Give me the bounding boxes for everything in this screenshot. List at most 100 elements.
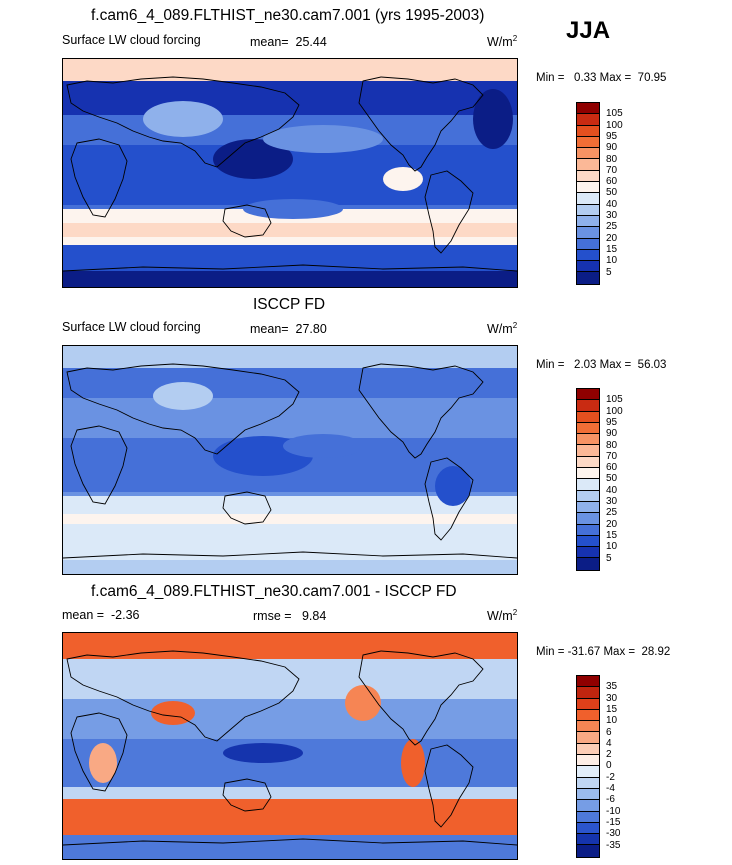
field-blob <box>345 685 381 721</box>
coastline <box>66 363 300 455</box>
field-north-subtropics <box>63 398 517 438</box>
colorbar-swatch <box>577 114 599 126</box>
field-blob <box>283 434 363 458</box>
field-blob <box>213 139 293 179</box>
panel2-units: W/m2 <box>487 320 518 336</box>
colorbar-tick-label: -4 <box>606 783 615 794</box>
panel3-map <box>62 632 518 860</box>
colorbar-tick-label: -2 <box>606 771 615 783</box>
coastline <box>358 363 484 459</box>
panel3-rmse: rmse = 9.84 <box>253 609 327 623</box>
field-blob <box>143 101 223 137</box>
colorbar-tick-label: 95 <box>606 130 618 142</box>
colorbar-swatch <box>577 732 599 744</box>
colorbar-swatch <box>577 204 599 216</box>
colorbar-swatch <box>577 687 599 699</box>
colorbar-swatch <box>577 777 599 789</box>
coastline <box>70 712 128 792</box>
field-blob <box>263 125 383 153</box>
colorbar-swatch <box>577 159 599 171</box>
panel1-colorbar <box>576 102 600 285</box>
colorbar-tick-label: 50 <box>606 187 618 199</box>
field-south-subtropics-core <box>63 514 517 524</box>
panel2-mean: mean= 27.80 <box>250 322 327 336</box>
colorbar-tick-label: 30 <box>606 692 618 704</box>
colorbar-tick-label: 100 <box>606 119 623 131</box>
field-north-storm-track <box>63 81 517 115</box>
colorbar-tick-label: 80 <box>606 439 618 451</box>
coastline <box>424 457 474 541</box>
field-blob <box>153 382 213 410</box>
field-southern-ocean <box>63 245 517 271</box>
colorbar-tick-label: 15 <box>606 703 618 715</box>
colorbar-swatch <box>577 743 599 756</box>
colorbar-tick-label: 80 <box>606 153 618 165</box>
colorbar-swatch <box>577 148 599 160</box>
field-blob <box>89 743 117 783</box>
field-blob <box>435 466 471 506</box>
colorbar-tick-label: -6 <box>606 794 615 806</box>
colorbar-tick-label: 100 <box>606 405 623 417</box>
colorbar-swatch <box>577 822 599 835</box>
colorbar-swatch <box>577 676 599 688</box>
coastline <box>63 551 517 559</box>
field-blob <box>401 739 425 787</box>
colorbar-tick-label: 5 <box>606 552 612 564</box>
colorbar-tick-label: 90 <box>606 142 618 154</box>
field-southern-ocean <box>63 799 517 835</box>
panel3-units: W/m2 <box>487 607 518 623</box>
field-antarctic <box>63 835 517 859</box>
colorbar-swatch <box>577 227 599 239</box>
coastline <box>358 650 484 746</box>
coastline <box>66 650 300 742</box>
panel3-colorbar <box>576 675 600 858</box>
colorbar-tick-label: 105 <box>606 108 623 120</box>
field-north-midlat <box>63 659 517 699</box>
panel1-title: f.cam6_4_089.FLTHIST_ne30.cam7.001 (yrs … <box>91 7 485 24</box>
colorbar-tick-label: 35 <box>606 681 618 693</box>
colorbar-tick-label: 30 <box>606 496 618 507</box>
colorbar-swatch <box>577 400 599 412</box>
colorbar-tick-label: 4 <box>606 737 612 749</box>
colorbar-swatch <box>577 513 599 525</box>
colorbar-tick-label: 50 <box>606 473 618 485</box>
field-south-subtropics-core <box>63 223 517 237</box>
coastline <box>63 264 517 272</box>
colorbar-swatch <box>577 125 599 137</box>
coastline <box>63 838 517 846</box>
colorbar-swatch <box>577 845 599 857</box>
field-arctic-band <box>63 633 517 659</box>
colorbar-tick-label: 20 <box>606 232 618 244</box>
colorbar-tick-label: 10 <box>606 715 618 727</box>
colorbar-swatch <box>577 170 599 183</box>
colorbar-swatch <box>577 501 599 514</box>
colorbar-tick-label: 95 <box>606 416 618 428</box>
field-north-storm-track <box>63 368 517 398</box>
colorbar-tick-label: 25 <box>606 507 618 519</box>
colorbar-swatch <box>577 490 599 502</box>
colorbar-tick-label: 70 <box>606 450 618 462</box>
colorbar-swatch <box>577 558 599 570</box>
colorbar-swatch <box>577 238 599 250</box>
colorbar-tick-label: -10 <box>606 805 621 817</box>
colorbar-swatch <box>577 547 599 559</box>
field-blob <box>223 743 303 763</box>
coastline <box>358 76 484 172</box>
colorbar-swatch <box>577 524 599 536</box>
colorbar-tick-label: 60 <box>606 462 618 474</box>
colorbar-swatch <box>577 811 599 823</box>
coastline <box>222 204 272 238</box>
colorbar-swatch <box>577 834 599 846</box>
colorbar-swatch <box>577 422 599 435</box>
colorbar-swatch <box>577 249 599 262</box>
season-label: JJA <box>566 17 611 44</box>
panel2-colorbar <box>576 388 600 571</box>
colorbar-swatch <box>577 136 599 149</box>
colorbar-swatch <box>577 788 599 801</box>
panel3-mean: mean = -2.36 <box>62 608 140 622</box>
field-blob <box>383 167 423 191</box>
panel3-title: f.cam6_4_089.FLTHIST_ne30.cam7.001 - ISC… <box>91 583 457 600</box>
field-antarctic <box>63 560 517 574</box>
coastline <box>222 778 272 812</box>
colorbar-swatch <box>577 456 599 469</box>
